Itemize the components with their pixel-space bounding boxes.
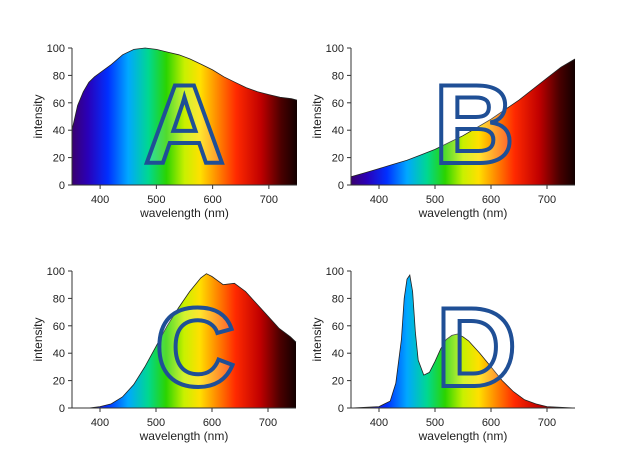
x-tick-label: 500 (426, 417, 444, 429)
x-tick-label: 600 (203, 417, 221, 429)
x-tick-label: 700 (538, 194, 556, 206)
x-tick-label: 400 (91, 194, 109, 206)
y-tick-label: 100 (47, 43, 65, 55)
y-tick-label: 80 (332, 293, 344, 305)
x-tick-label: 400 (370, 417, 388, 429)
x-tick-label: 700 (259, 417, 277, 429)
x-tick-label: 400 (91, 417, 109, 429)
y-tick-label: 0 (59, 403, 65, 415)
y-axis-title: intensity (31, 317, 45, 361)
x-tick-label: 700 (538, 417, 556, 429)
spectrum-area (351, 275, 575, 408)
panel-letter: D (436, 285, 517, 410)
x-tick-label: 500 (147, 417, 165, 429)
y-tick-label: 40 (332, 348, 344, 360)
panel-letter: C (155, 285, 236, 410)
x-axis-title: wavelength (nm) (418, 429, 508, 443)
y-tick-label: 20 (53, 153, 65, 165)
x-tick-label: 700 (260, 194, 278, 206)
x-axis-title: wavelength (nm) (418, 206, 508, 220)
y-tick-label: 60 (332, 321, 344, 333)
panel-letter: A (144, 62, 225, 187)
y-tick-label: 20 (332, 376, 344, 388)
spectrum-area (72, 48, 297, 185)
y-tick-label: 40 (332, 125, 344, 137)
chart-panel-c: 0 20 40 60 80 100 400 500 600 700 wavelength (nm) i… (31, 266, 297, 443)
chart-panel-b: 0 20 40 60 80 100 400 500 600 700 wavelength (nm) i… (310, 43, 576, 220)
y-tick-label: 100 (326, 43, 344, 55)
y-tick-label: 80 (332, 70, 344, 82)
chart-panel-a: 0 20 40 60 80 100 400 500 600 700 wavelength (nm) i… (31, 43, 298, 220)
y-tick-label: 20 (332, 153, 344, 165)
y-axis-title: intensity (31, 94, 45, 138)
x-axis-title: wavelength (nm) (139, 429, 229, 443)
y-tick-label: 0 (338, 180, 344, 192)
y-tick-label: 40 (53, 125, 65, 137)
y-tick-label: 80 (53, 293, 65, 305)
spectrum-curve (350, 58, 576, 178)
y-tick-label: 100 (326, 266, 344, 278)
x-axis-title: wavelength (nm) (139, 206, 229, 220)
y-tick-label: 100 (47, 266, 65, 278)
y-axis-title: intensity (310, 317, 324, 361)
y-tick-label: 40 (53, 348, 65, 360)
spectrum-curve (72, 273, 297, 409)
y-tick-label: 80 (53, 70, 65, 82)
spectrum-curve (350, 274, 576, 409)
y-tick-label: 20 (53, 376, 65, 388)
y-tick-label: 60 (53, 98, 65, 110)
y-tick-label: 60 (332, 98, 344, 110)
x-tick-label: 600 (482, 194, 500, 206)
y-axis-title: intensity (310, 94, 324, 138)
x-tick-label: 600 (203, 194, 221, 206)
spectrum-area (72, 273, 296, 408)
y-tick-label: 0 (338, 403, 344, 415)
panel-letter: B (434, 62, 515, 187)
x-tick-label: 500 (426, 194, 444, 206)
x-tick-label: 400 (370, 194, 388, 206)
spectrum-curve (71, 47, 298, 131)
y-tick-label: 0 (59, 180, 65, 192)
y-tick-label: 60 (53, 321, 65, 333)
chart-panel-d: 0 20 40 60 80 100 400 500 600 700 wavelength (nm) i… (310, 266, 576, 443)
x-tick-label: 500 (147, 194, 165, 206)
x-tick-label: 600 (482, 417, 500, 429)
spectrum-area (351, 59, 575, 185)
